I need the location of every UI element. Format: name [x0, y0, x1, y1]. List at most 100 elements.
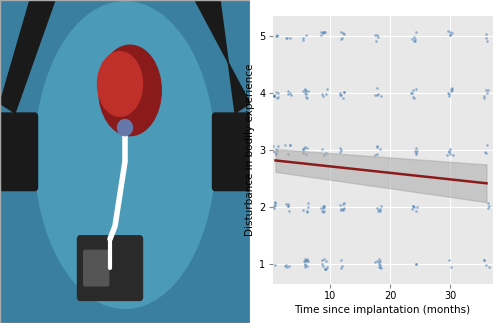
Point — [446, 146, 454, 151]
Point — [446, 32, 454, 37]
Point — [412, 29, 420, 34]
Ellipse shape — [35, 2, 215, 308]
Point — [372, 206, 380, 211]
Point — [484, 201, 492, 206]
Point — [318, 209, 326, 214]
Point — [374, 264, 382, 269]
Point — [338, 36, 345, 41]
Point — [375, 259, 383, 265]
Point — [272, 33, 280, 38]
Point — [302, 95, 310, 100]
Point — [410, 38, 418, 44]
Point — [372, 144, 380, 150]
Point — [286, 92, 294, 97]
Point — [301, 257, 309, 262]
Point — [304, 89, 312, 94]
Point — [322, 258, 330, 264]
Polygon shape — [195, 0, 250, 113]
Point — [409, 204, 417, 209]
Point — [448, 265, 456, 270]
Point — [446, 151, 454, 157]
Point — [444, 152, 452, 158]
Point — [274, 143, 282, 148]
Point — [481, 149, 489, 154]
Point — [303, 258, 311, 263]
Point — [273, 96, 281, 101]
Point — [373, 86, 381, 91]
Point — [340, 31, 348, 36]
Point — [372, 39, 380, 44]
Point — [376, 93, 384, 99]
Point — [319, 94, 327, 99]
Point — [300, 151, 308, 156]
Point — [302, 91, 310, 97]
Point — [373, 143, 381, 148]
Point — [339, 96, 347, 101]
Y-axis label: Disturbance in bodily experience: Disturbance in bodily experience — [245, 64, 255, 236]
FancyBboxPatch shape — [212, 113, 252, 191]
Point — [318, 258, 326, 263]
Point — [448, 86, 456, 91]
Point — [372, 93, 380, 98]
Point — [376, 208, 384, 214]
Point — [444, 90, 452, 96]
Point — [286, 90, 294, 95]
Point — [411, 149, 419, 154]
Point — [338, 208, 345, 213]
Point — [374, 35, 382, 40]
Point — [322, 266, 330, 272]
Point — [482, 150, 490, 155]
Ellipse shape — [118, 120, 132, 136]
Point — [319, 30, 327, 36]
X-axis label: Time since implantation (months): Time since implantation (months) — [294, 305, 470, 315]
Point — [408, 90, 416, 95]
Point — [320, 204, 328, 209]
Point — [336, 265, 344, 270]
Point — [410, 94, 418, 99]
Point — [300, 258, 308, 264]
Point — [282, 36, 290, 41]
Point — [336, 92, 344, 98]
Point — [412, 86, 420, 91]
Point — [284, 264, 292, 269]
Point — [336, 91, 344, 96]
Point — [408, 207, 416, 212]
Point — [269, 144, 277, 149]
Point — [338, 263, 346, 268]
Ellipse shape — [98, 52, 142, 116]
Point — [320, 208, 328, 213]
Point — [300, 38, 308, 43]
Point — [269, 149, 277, 154]
Point — [480, 96, 488, 101]
Point — [484, 206, 492, 211]
Point — [302, 257, 310, 262]
Point — [272, 151, 280, 157]
Point — [374, 208, 382, 213]
Point — [340, 201, 348, 206]
Point — [340, 202, 347, 207]
Point — [300, 86, 308, 91]
Point — [304, 200, 312, 205]
Point — [410, 204, 418, 209]
Point — [282, 263, 290, 268]
Point — [270, 203, 278, 208]
Point — [274, 95, 281, 100]
Point — [374, 32, 382, 37]
Point — [318, 91, 326, 96]
Point — [448, 30, 456, 36]
Point — [412, 151, 420, 157]
Point — [270, 205, 278, 211]
Point — [283, 264, 291, 269]
Point — [412, 262, 420, 267]
Point — [302, 32, 310, 37]
Point — [272, 146, 280, 151]
Point — [483, 90, 491, 96]
Point — [337, 147, 345, 152]
Point — [340, 90, 348, 95]
Point — [272, 200, 280, 205]
Point — [340, 205, 347, 210]
FancyBboxPatch shape — [84, 250, 109, 286]
Point — [412, 208, 420, 214]
Point — [284, 151, 292, 156]
Point — [445, 257, 453, 262]
